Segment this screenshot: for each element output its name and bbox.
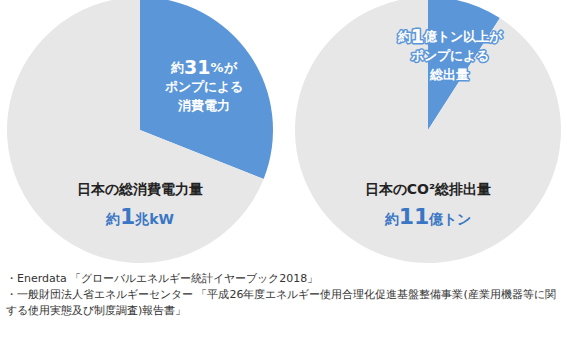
- svg-text:約1億トン以上が: 約1億トン以上が: [397, 24, 503, 46]
- html-text:・一般財団法人省エネルギーセンター 「平成26年度エネルギー: ・一般財団法人省エネルギーセンター 「平成26年度エネルギー使用合理化促進基盤整…: [6, 288, 556, 317]
- svg-text:日本のCO²総排出量: 日本のCO²総排出量: [365, 181, 491, 197]
- svg-text:日本の総消費電力量: 日本の総消費電力量: [77, 181, 203, 197]
- svg-text:約31%が: 約31%が: [170, 55, 237, 77]
- svg-text:約1兆kW: 約1兆kW: [105, 204, 174, 229]
- svg-text:ポンプによる: ポンプによる: [164, 78, 243, 93]
- svg-text:総出量: 総出量: [429, 66, 469, 81]
- svg-text:約11億トン: 約11億トン: [384, 204, 472, 229]
- html-text:・Enerdata 「グローバルエネルギー統計イヤーブック2: ・Enerdata 「グローバルエネルギー統計イヤーブック2018」: [6, 272, 319, 285]
- svg-text:消費電力: 消費電力: [177, 97, 230, 112]
- svg-text:ポンプによる: ポンプによる: [410, 47, 489, 62]
